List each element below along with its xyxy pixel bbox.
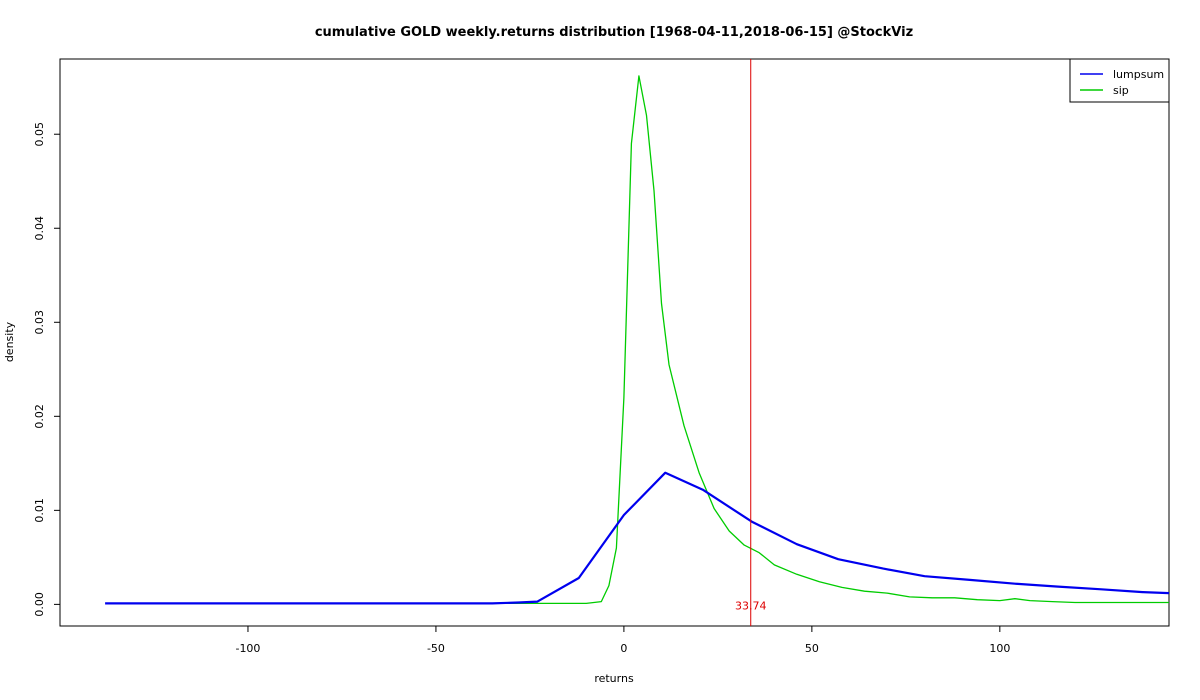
x-tick-label: 0: [620, 642, 627, 655]
series-line-sip: [443, 75, 1169, 605]
y-tick-label: 0.04: [33, 216, 46, 241]
x-tick-label: 100: [989, 642, 1010, 655]
series-layer: [105, 75, 1170, 605]
x-tick-label: 50: [805, 642, 819, 655]
legend: lumpsum sip: [1069, 58, 1170, 103]
chart-title: cumulative GOLD weekly.returns distribut…: [315, 25, 913, 40]
x-axis: -100 -50 0 50 100: [235, 626, 1010, 655]
y-axis: 0.00 0.01 0.02 0.03 0.04 0.05: [33, 122, 60, 617]
x-tick-label: -50: [427, 642, 445, 655]
x-axis-label: returns: [594, 672, 634, 685]
reference-line-layer: 33.74: [735, 59, 767, 626]
reference-vline-label: 33.74: [735, 599, 767, 612]
y-tick-label: 0.03: [33, 310, 46, 335]
y-tick-label: 0.00: [33, 592, 46, 617]
y-axis-label: density: [3, 321, 16, 362]
y-tick-label: 0.05: [33, 122, 46, 147]
series-line-lumpsum: [105, 471, 1170, 605]
legend-label-lumpsum: lumpsum: [1113, 68, 1164, 81]
plot-area-border: [59, 58, 1170, 627]
legend-box: [1069, 58, 1170, 103]
y-tick-label: 0.01: [33, 498, 46, 522]
legend-label-sip: sip: [1113, 84, 1129, 97]
x-tick-label: -100: [235, 642, 260, 655]
y-tick-label: 0.02: [33, 404, 46, 429]
